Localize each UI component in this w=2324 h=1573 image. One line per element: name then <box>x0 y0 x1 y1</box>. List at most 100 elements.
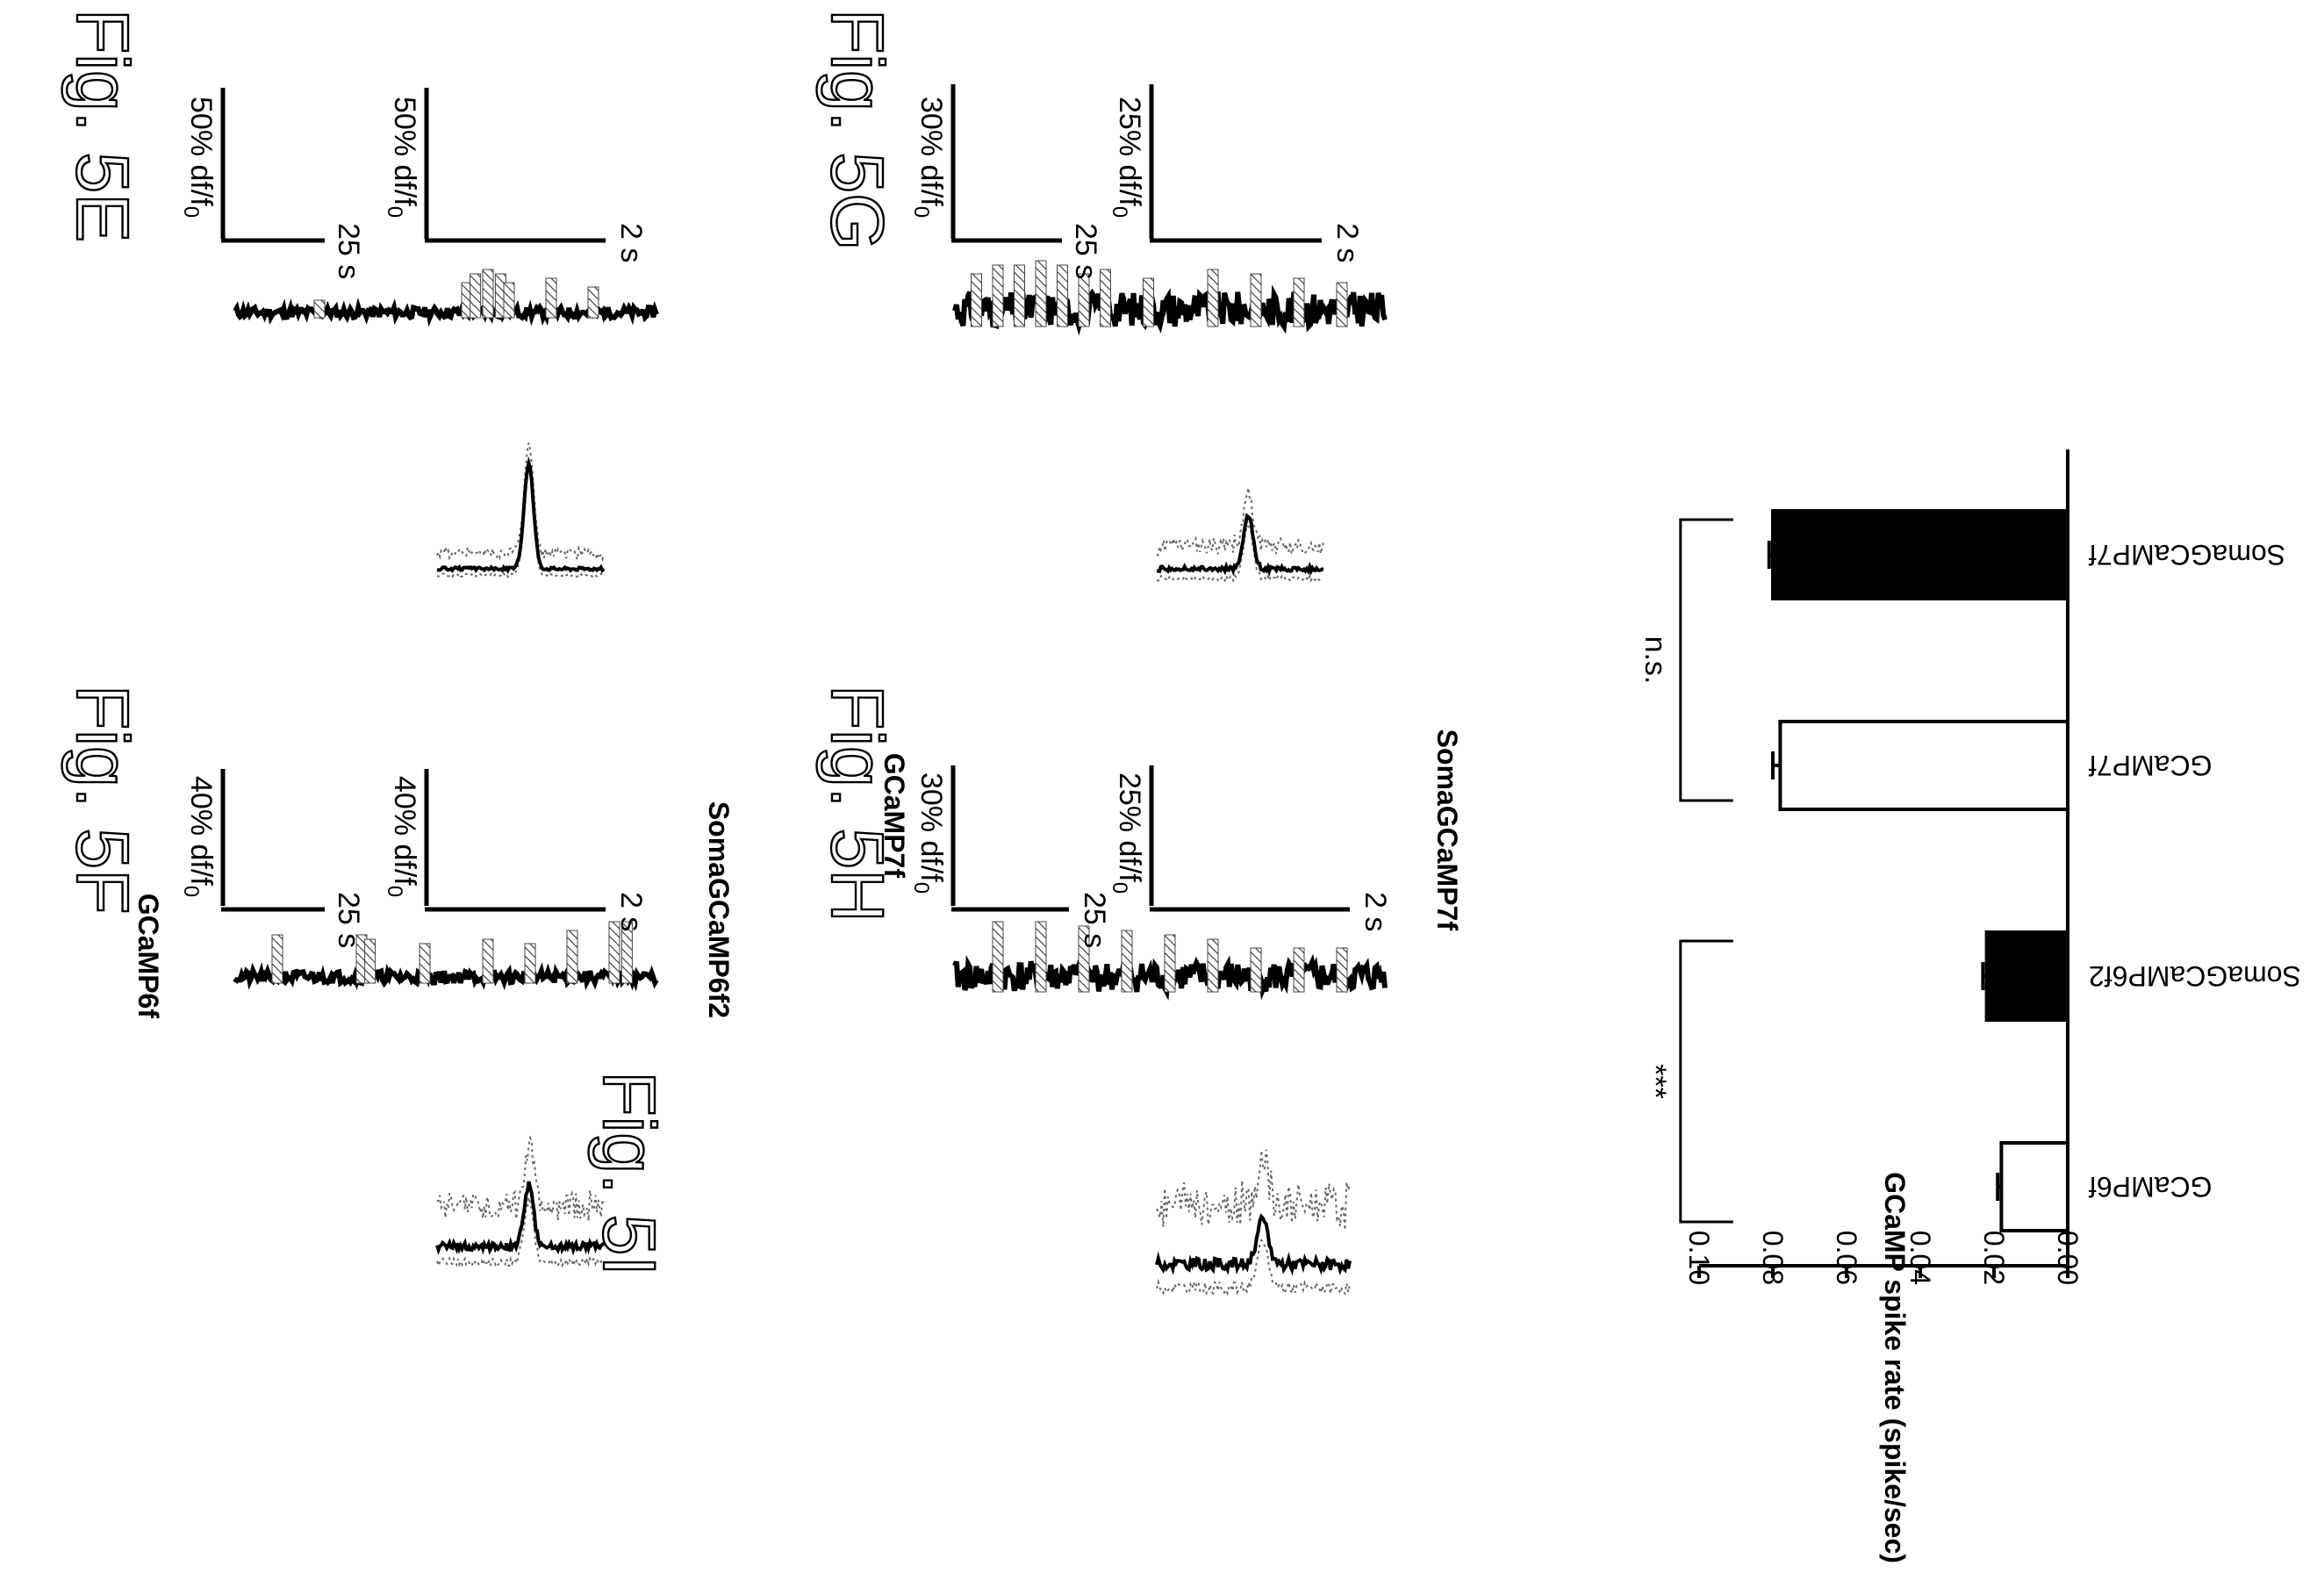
panel-e-averaged-trace <box>436 442 606 579</box>
spike-rate-bar-chart: 0.00 0.02 0.04 0.06 0.08 0.10 GCaMP spike rate… <box>1639 449 2301 1563</box>
trace-spike <box>587 286 599 319</box>
trace-baseline <box>233 961 659 992</box>
panel-f-bottom-xbar-label: 2 s <box>614 892 648 931</box>
panel-e-condition: GCaMP6f <box>133 894 164 1019</box>
category-label: SomaGCaMP7f <box>2089 539 2285 571</box>
panel-g-bottom-ybar-label: 25% df/f0 <box>1108 97 1146 218</box>
panel-h-top-xbar-label: 25 s <box>1078 892 1111 948</box>
trace-spike <box>992 921 1004 993</box>
trace-mean <box>1157 513 1324 578</box>
trace-baseline <box>952 284 1388 336</box>
trace-spike <box>1014 264 1025 327</box>
panel-e-top-xbar-label: 25 s <box>332 223 365 279</box>
category-label: SomaGCaMP6f2 <box>2089 960 2301 992</box>
panel-g: GCaMP7f 30% df/f0 25 s 25% df/f0 2 s <box>879 84 1388 879</box>
category-label: GCaMP7f <box>2089 750 2213 781</box>
trace-spike <box>364 938 377 984</box>
panel-g-scale-bars: 30% df/f0 25 s 25% df/f0 2 s <box>909 84 1364 279</box>
trace-mean <box>436 456 606 574</box>
bar-gcamp6f <box>1999 1141 2069 1232</box>
trace-spike <box>1207 269 1219 327</box>
trace-spike <box>482 269 494 319</box>
trace-spike <box>1100 269 1111 327</box>
trace-upper-envelope <box>1156 487 1324 557</box>
bar-gcamp7f <box>1778 720 2069 811</box>
bar-somagcamp7f <box>1771 509 2069 600</box>
trace-spike <box>1293 947 1305 993</box>
trace-spike <box>1078 925 1090 993</box>
trace-spike <box>313 299 326 319</box>
category-label: GCaMP6f <box>2089 1171 2213 1203</box>
significance-bracket <box>1679 939 1733 1224</box>
panel-e-scale-bars: 50% df/f0 25 s 50% df/f0 2 s <box>179 88 648 279</box>
trace-upper-envelope <box>1156 1149 1351 1231</box>
trace-spike <box>971 273 982 327</box>
value-axis-tick-label: 0.10 <box>1683 1231 1715 1285</box>
panel-h-averaged-trace <box>1155 1149 1352 1296</box>
trace-spike <box>1207 938 1219 993</box>
trace-spike <box>1078 273 1090 327</box>
significance-bracket <box>1679 518 1733 802</box>
trace-spike <box>503 282 515 319</box>
panel-g-top-ybar-label: 30% df/f0 <box>909 97 948 218</box>
panel-e-raw-trace <box>233 269 659 327</box>
trace-spike <box>470 273 482 319</box>
value-axis-tick-label: 0.02 <box>1978 1231 2010 1285</box>
panel-f-top-ybar-label: 40% df/f0 <box>179 776 218 897</box>
panel-g-top-xbar-label: 25 s <box>1069 223 1102 279</box>
value-axis-tick-label: 0.04 <box>1904 1231 1936 1285</box>
panel-e-bottom-ybar-label: 50% df/f0 <box>383 97 421 218</box>
bar-somagcamp6f2 <box>1984 930 2069 1022</box>
trace-spike <box>1293 277 1305 327</box>
panel-g-condition: GCaMP7f <box>879 753 910 879</box>
panel-f-averaged-trace <box>435 1135 606 1269</box>
fig-5i-label: Fig. 5I <box>588 1071 671 1275</box>
trace-spike <box>1121 930 1133 993</box>
panel-f-top-xbar-label: 25 s <box>332 892 365 948</box>
value-axis-title: GCaMP spike rate (spike/sec) <box>1879 1172 1911 1563</box>
value-axis-tick-label: 0.06 <box>1831 1231 1862 1285</box>
fig-5g-label: Fig. 5G <box>816 9 899 250</box>
trace-spike <box>992 264 1004 327</box>
value-axis-tick-label: 0.00 <box>2052 1231 2084 1285</box>
trace-baseline <box>233 297 659 327</box>
panel-f-scale-bars: 40% df/f0 25 s 40% df/f0 2 s <box>179 769 648 948</box>
trace-spike <box>482 938 494 984</box>
value-axis-tick-label: 0.08 <box>1757 1231 1789 1285</box>
panel-e-bottom-xbar-label: 2 s <box>614 223 648 262</box>
fig-5e-label: Fig. 5E <box>61 9 144 242</box>
trace-spike <box>1057 264 1068 327</box>
trace-spike <box>1035 260 1047 327</box>
trace-spike <box>1250 947 1262 993</box>
trace-lower-envelope <box>436 466 605 579</box>
trace-spike <box>1035 921 1047 993</box>
panel-f-bottom-ybar-label: 40% df/f0 <box>383 776 421 897</box>
panel-h-condition: SomaGCaMP7f <box>1431 729 1463 931</box>
panel-f-condition: SomaGCaMP6f2 <box>703 801 735 1018</box>
trace-spike <box>271 934 283 984</box>
trace-spike <box>566 930 578 984</box>
trace-spike <box>419 943 431 984</box>
trace-spike <box>1143 277 1154 327</box>
panel-f: SomaGCaMP6f2 40% df/f0 25 s 40% df/f0 2 … <box>179 769 735 1269</box>
panel-h-scale-bars: 30% df/f0 25 s 25% df/f0 2 s <box>909 765 1392 948</box>
fig-5h-label: Fig. 5H <box>816 685 899 923</box>
panel-h-bottom-ybar-label: 25% df/f0 <box>1108 772 1146 894</box>
panel-f-raw-trace <box>233 921 659 992</box>
trace-spike <box>1336 282 1348 327</box>
panel-g-raw-trace <box>952 260 1388 336</box>
panel-h-bottom-xbar-label: 2 s <box>1359 892 1392 931</box>
fig-5f-label: Fig. 5F <box>61 685 144 914</box>
trace-spike <box>1250 273 1262 327</box>
significance-label: *** <box>1639 1064 1672 1099</box>
trace-mean <box>435 1181 606 1256</box>
trace-spike <box>608 921 620 984</box>
panel-h-top-ybar-label: 30% df/f0 <box>909 772 948 894</box>
trace-spike <box>545 277 557 319</box>
panel-h-raw-trace <box>952 921 1388 1001</box>
trace-spike <box>620 921 633 984</box>
trace-spike <box>1336 947 1348 993</box>
panel-e-top-ybar-label: 50% df/f0 <box>179 97 218 218</box>
panel-e: GCaMP6f 50% df/f0 25 s 50% df/f0 2 s <box>133 88 659 1019</box>
